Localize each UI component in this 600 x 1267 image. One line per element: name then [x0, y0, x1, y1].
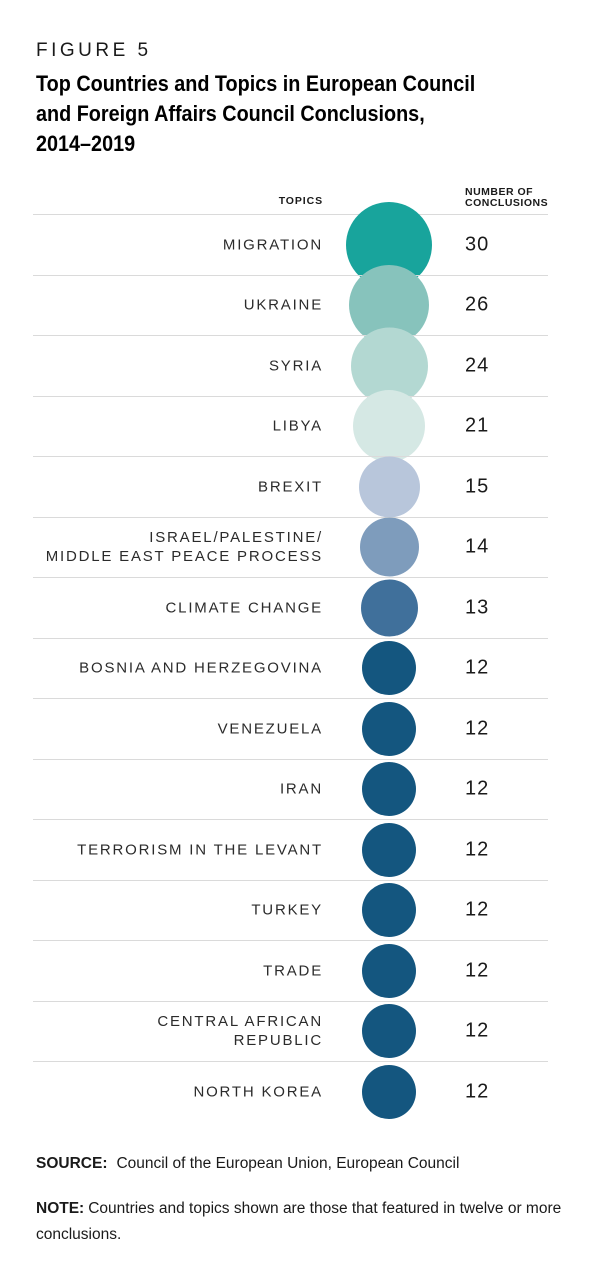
conclusions-count: 26 — [465, 293, 490, 316]
conclusions-count: 12 — [465, 777, 490, 800]
figure-number-label: FIGURE 5 — [36, 40, 152, 61]
source-text: Council of the European Union, European … — [116, 1154, 460, 1172]
conclusions-count: 12 — [465, 1080, 490, 1103]
topic-label: ISRAEL/PALESTINE/ MIDDLE EAST PEACE PROC… — [45, 529, 323, 566]
topic-label: VENEZUELA — [217, 720, 323, 738]
conclusions-count: 12 — [465, 717, 490, 740]
value-bubble — [362, 701, 416, 756]
value-bubble — [362, 641, 416, 696]
value-bubble — [353, 390, 425, 463]
figure-title-line-3: 2014–2019 — [36, 131, 136, 156]
conclusions-count: 12 — [465, 1019, 490, 1042]
topic-label: NORTH KOREA — [193, 1083, 323, 1101]
figure-title-line-2: and Foreign Affairs Council Conclusions, — [36, 101, 425, 126]
conclusions-column-header: NUMBER OF CONCLUSIONS — [465, 186, 549, 209]
value-bubble — [362, 1004, 416, 1059]
table-row: TURKEY 12 — [33, 879, 548, 941]
table-row: BOSNIA AND HERZEGOVINA 12 — [33, 637, 548, 699]
chart-rows: MIGRATION 30 UKRAINE 26 SYRIA 24 LIBYA 2… — [33, 201, 548, 1122]
value-bubble — [362, 883, 416, 938]
table-row: VENEZUELA 12 — [33, 698, 548, 759]
table-row: NORTH KOREA 12 — [33, 1061, 548, 1122]
table-row: UKRAINE 26 — [33, 265, 548, 346]
topic-label: SYRIA — [268, 357, 323, 375]
topic-label: CENTRAL AFRICAN REPUBLIC — [157, 1013, 323, 1050]
bubble-chart: TOPICS NUMBER OF CONCLUSIONS MIGRATION 3… — [33, 183, 548, 1122]
value-bubble — [362, 943, 416, 998]
topic-label: TERRORISM IN THE LEVANT — [77, 841, 323, 859]
conclusions-count: 12 — [465, 959, 490, 982]
source-label: SOURCE: — [36, 1154, 108, 1172]
conclusions-count: 24 — [465, 354, 490, 377]
topic-label: TRADE — [263, 962, 323, 980]
note-label: NOTE: — [36, 1199, 85, 1217]
table-row: CLIMATE CHANGE 13 — [33, 577, 548, 638]
conclusions-count: 12 — [465, 898, 490, 921]
topic-label: LIBYA — [272, 417, 323, 435]
topic-label: BREXIT — [258, 478, 323, 496]
figure-title-line-1: Top Countries and Topics in European Cou… — [36, 71, 476, 96]
note-line: NOTE: Countries and topics shown are thos… — [36, 1196, 564, 1248]
table-row: BREXIT 15 — [33, 456, 548, 518]
chart-column-headers: TOPICS NUMBER OF CONCLUSIONS — [33, 183, 548, 214]
conclusions-count: 15 — [465, 475, 490, 498]
table-row: LIBYA 21 — [33, 390, 548, 463]
value-bubble — [362, 822, 416, 877]
value-bubble — [359, 517, 419, 577]
conclusions-count: 14 — [465, 535, 490, 558]
table-row: TRADE 12 — [33, 940, 548, 1001]
topic-label: MIGRATION — [222, 236, 323, 254]
topic-label: TURKEY — [251, 901, 323, 919]
table-row: CENTRAL AFRICAN REPUBLIC 12 — [33, 1000, 548, 1062]
topic-label: CLIMATE CHANGE — [165, 599, 323, 617]
table-row: MIGRATION 30 — [33, 201, 548, 288]
note-text: Countries and topics shown are those tha… — [36, 1199, 562, 1243]
topics-column-header: TOPICS — [278, 195, 323, 207]
conclusions-count: 21 — [465, 414, 490, 437]
source-line: SOURCE: Council of the European Union, Eu… — [36, 1155, 600, 1173]
topic-label: BOSNIA AND HERZEGOVINA — [79, 659, 323, 677]
conclusions-count: 30 — [465, 233, 490, 256]
conclusions-count: 12 — [465, 656, 490, 679]
conclusions-count: 13 — [465, 596, 490, 619]
table-row: TERRORISM IN THE LEVANT 12 — [33, 819, 548, 880]
table-row: IRAN 12 — [33, 758, 548, 820]
figure-title: Top Countries and Topics in European Cou… — [36, 69, 600, 159]
table-row: SYRIA 24 — [33, 327, 548, 405]
topic-label: UKRAINE — [243, 296, 323, 314]
value-bubble — [362, 762, 416, 817]
topic-label: IRAN — [279, 780, 323, 798]
table-row: ISRAEL/PALESTINE/ MIDDLE EAST PEACE PROC… — [33, 516, 548, 578]
value-bubble — [360, 579, 418, 637]
value-bubble — [358, 456, 420, 518]
conclusions-count: 12 — [465, 838, 490, 861]
value-bubble — [362, 1064, 416, 1119]
